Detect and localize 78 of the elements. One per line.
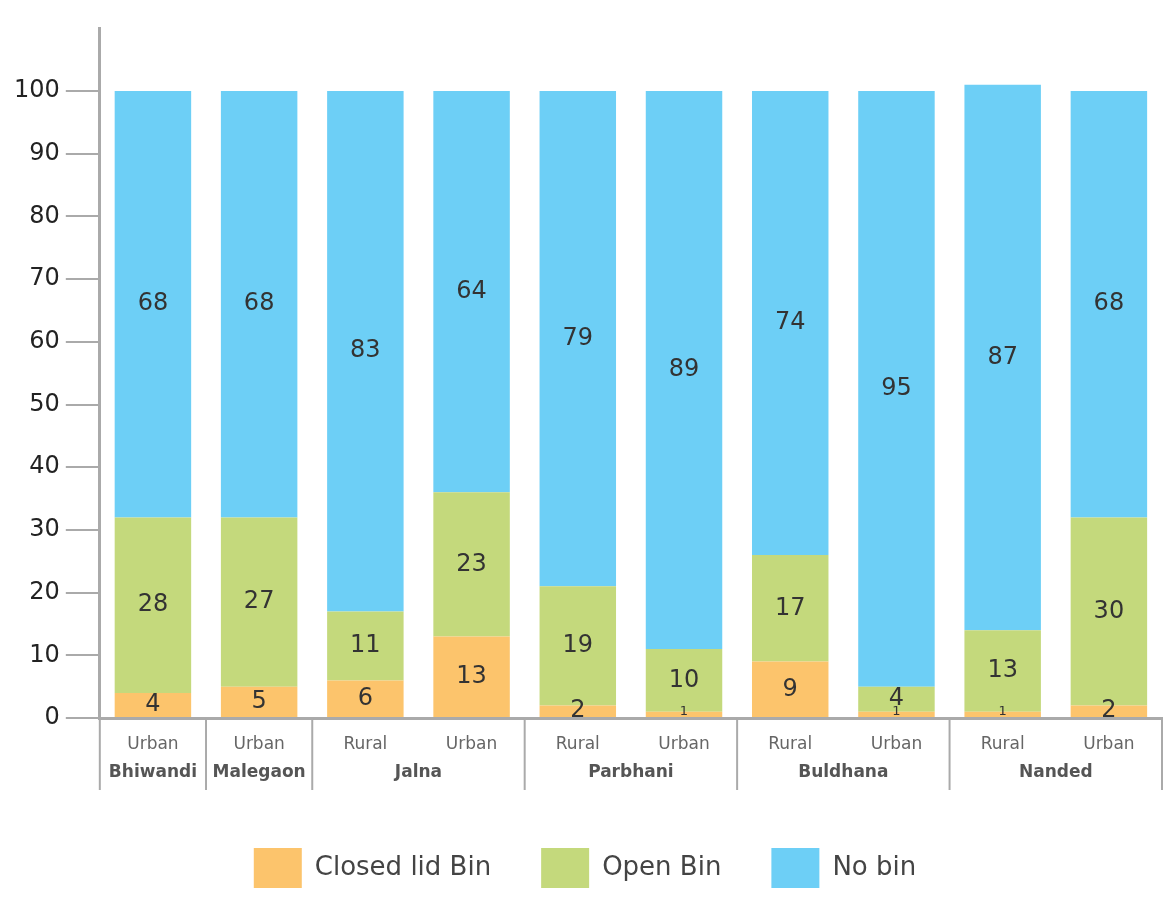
data-label: 9 — [782, 673, 798, 702]
x-tick-label: Urban — [1083, 732, 1135, 753]
bar — [1070, 91, 1148, 518]
y-tick-label: 50 — [29, 388, 60, 417]
x-tick-label: Urban — [127, 732, 179, 753]
legend-label: No bin — [832, 850, 917, 881]
data-label: 2 — [1101, 695, 1117, 724]
bar — [964, 84, 1041, 631]
x-tick-label: Urban — [445, 732, 498, 753]
data-label: 10 — [668, 664, 700, 693]
bar — [327, 91, 404, 612]
x-tick-label: Rural — [343, 732, 388, 753]
y-tick-label: 70 — [29, 263, 60, 292]
data-label: 68 — [137, 288, 169, 317]
bar — [433, 492, 510, 637]
bar — [751, 661, 829, 717]
data-label: 27 — [243, 586, 275, 615]
x-tick-label: Urban — [658, 732, 710, 753]
legend-label: Open Bin — [602, 850, 722, 881]
data-label: 83 — [350, 335, 381, 364]
y-tick-label: 10 — [29, 639, 60, 668]
bar — [327, 680, 404, 717]
bar — [114, 517, 192, 693]
y-tick-label: 20 — [29, 576, 60, 605]
data-label: 11 — [350, 630, 381, 659]
text: Malegaon — [212, 760, 306, 781]
data-label: 2 — [570, 695, 586, 724]
x-tick-label: Rural — [980, 732, 1025, 753]
bar — [114, 692, 192, 717]
text: Bhiwandi — [108, 760, 197, 781]
bar — [220, 517, 298, 687]
bar — [114, 91, 192, 518]
data-label: 1 — [679, 702, 689, 718]
data-label: 1 — [998, 702, 1007, 718]
data-label: 64 — [456, 275, 487, 304]
data-label: 89 — [668, 354, 700, 383]
bar — [327, 611, 404, 681]
data-label: 13 — [456, 660, 487, 689]
text: Jalna — [393, 760, 443, 781]
data-label: 95 — [881, 373, 912, 402]
data-label: 68 — [1093, 288, 1125, 317]
bar — [220, 686, 298, 717]
bar — [539, 91, 617, 587]
x-tick-label: Urban — [870, 732, 923, 753]
data-label: 17 — [774, 592, 806, 621]
y-tick-label: 40 — [29, 451, 60, 480]
data-label: 5 — [251, 686, 267, 715]
bar — [433, 636, 510, 717]
data-label: 6 — [357, 682, 373, 711]
data-label: 79 — [562, 322, 594, 351]
data-label: 30 — [1093, 595, 1125, 624]
data-label: 87 — [987, 341, 1018, 370]
data-label: 23 — [456, 548, 487, 577]
bar — [751, 91, 829, 555]
data-label: 68 — [243, 288, 275, 317]
bar — [220, 91, 298, 518]
bar — [858, 91, 935, 687]
bar — [645, 91, 723, 650]
y-tick-label: 60 — [29, 326, 60, 355]
text: Parbhani — [588, 760, 674, 781]
y-tick-label: 0 — [44, 702, 60, 731]
text: Buldhana — [798, 760, 889, 781]
data-label: 28 — [137, 589, 169, 618]
bar — [433, 91, 510, 493]
y-tick-label: 30 — [29, 514, 60, 543]
y-tick-label: 100 — [14, 75, 60, 104]
x-tick-label: Rural — [555, 732, 600, 753]
legend-label: Closed lid Bin — [314, 850, 492, 881]
y-tick-label: 90 — [29, 138, 60, 167]
text: Nanded — [1018, 760, 1093, 781]
x-tick-label: Urban — [233, 732, 285, 753]
data-label: 19 — [562, 630, 594, 659]
data-label: 4 — [145, 689, 161, 718]
data-label: 74 — [774, 307, 806, 336]
data-label: 13 — [987, 655, 1018, 684]
y-tick-label: 80 — [29, 200, 60, 229]
x-tick-label: Rural — [768, 732, 813, 753]
bar — [751, 555, 829, 662]
